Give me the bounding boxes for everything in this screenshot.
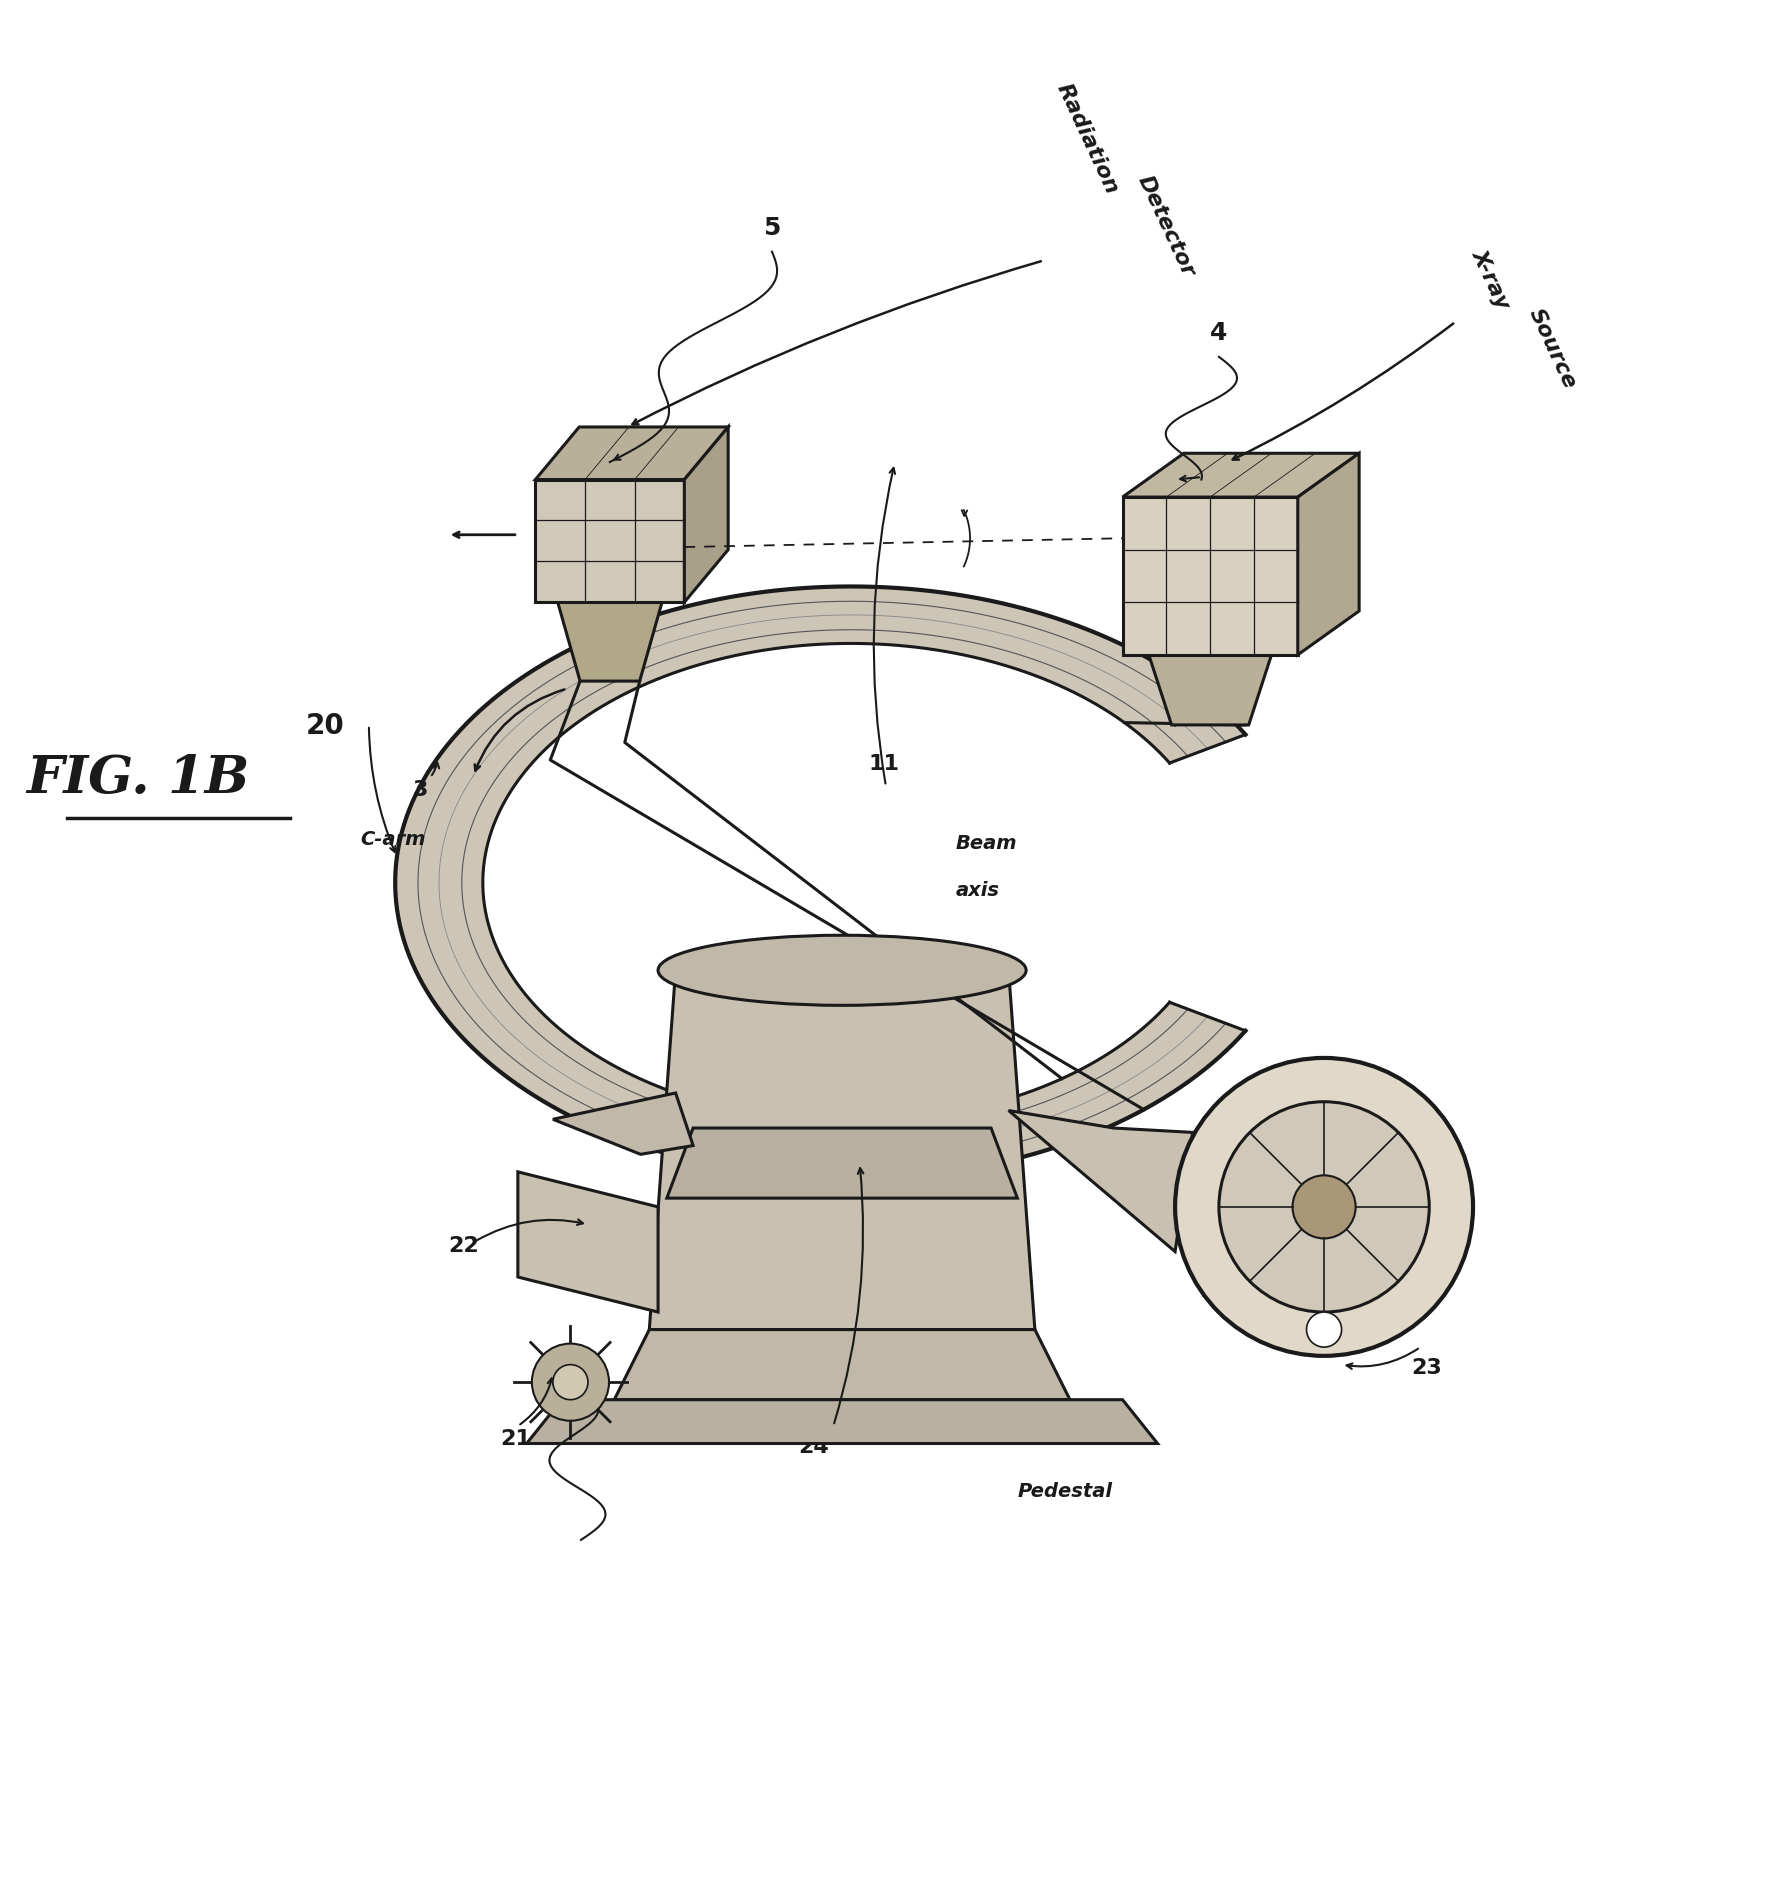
Text: 20: 20	[306, 712, 344, 739]
Polygon shape	[535, 427, 728, 480]
Polygon shape	[1123, 499, 1298, 655]
Polygon shape	[558, 603, 662, 682]
Polygon shape	[526, 1400, 1158, 1443]
Text: 5: 5	[763, 215, 781, 240]
Polygon shape	[517, 1173, 659, 1313]
Polygon shape	[1123, 453, 1358, 499]
Circle shape	[1307, 1313, 1342, 1347]
Polygon shape	[535, 480, 684, 603]
Text: 3: 3	[413, 780, 429, 799]
Polygon shape	[395, 587, 1245, 1179]
Polygon shape	[615, 1330, 1070, 1400]
Text: C-arm: C-arm	[360, 829, 425, 848]
Text: X-ray: X-ray	[1468, 246, 1512, 312]
Polygon shape	[1298, 453, 1358, 655]
Polygon shape	[684, 427, 728, 603]
Text: Beam: Beam	[956, 833, 1018, 852]
Text: Source: Source	[1525, 306, 1580, 393]
Text: axis: axis	[956, 880, 1001, 899]
Circle shape	[531, 1343, 609, 1421]
Circle shape	[1176, 1058, 1473, 1356]
Text: Detector: Detector	[1133, 172, 1199, 280]
Polygon shape	[668, 1128, 1017, 1198]
Text: 22: 22	[448, 1235, 478, 1254]
Text: 11: 11	[868, 754, 900, 773]
Polygon shape	[650, 971, 1034, 1330]
Text: Pedestal: Pedestal	[1017, 1481, 1112, 1500]
Text: FIG. 1B: FIG. 1B	[27, 752, 250, 803]
Polygon shape	[553, 1094, 692, 1154]
Text: 4: 4	[1210, 321, 1227, 346]
Circle shape	[553, 1366, 588, 1400]
Text: Radiation: Radiation	[1054, 79, 1121, 196]
Circle shape	[1293, 1175, 1355, 1239]
Polygon shape	[1149, 655, 1272, 725]
Polygon shape	[1009, 1111, 1192, 1252]
Text: 24: 24	[799, 1436, 829, 1456]
Text: 21: 21	[501, 1428, 531, 1447]
Circle shape	[1218, 1101, 1429, 1313]
Ellipse shape	[659, 935, 1025, 1005]
Text: 23: 23	[1411, 1358, 1442, 1377]
